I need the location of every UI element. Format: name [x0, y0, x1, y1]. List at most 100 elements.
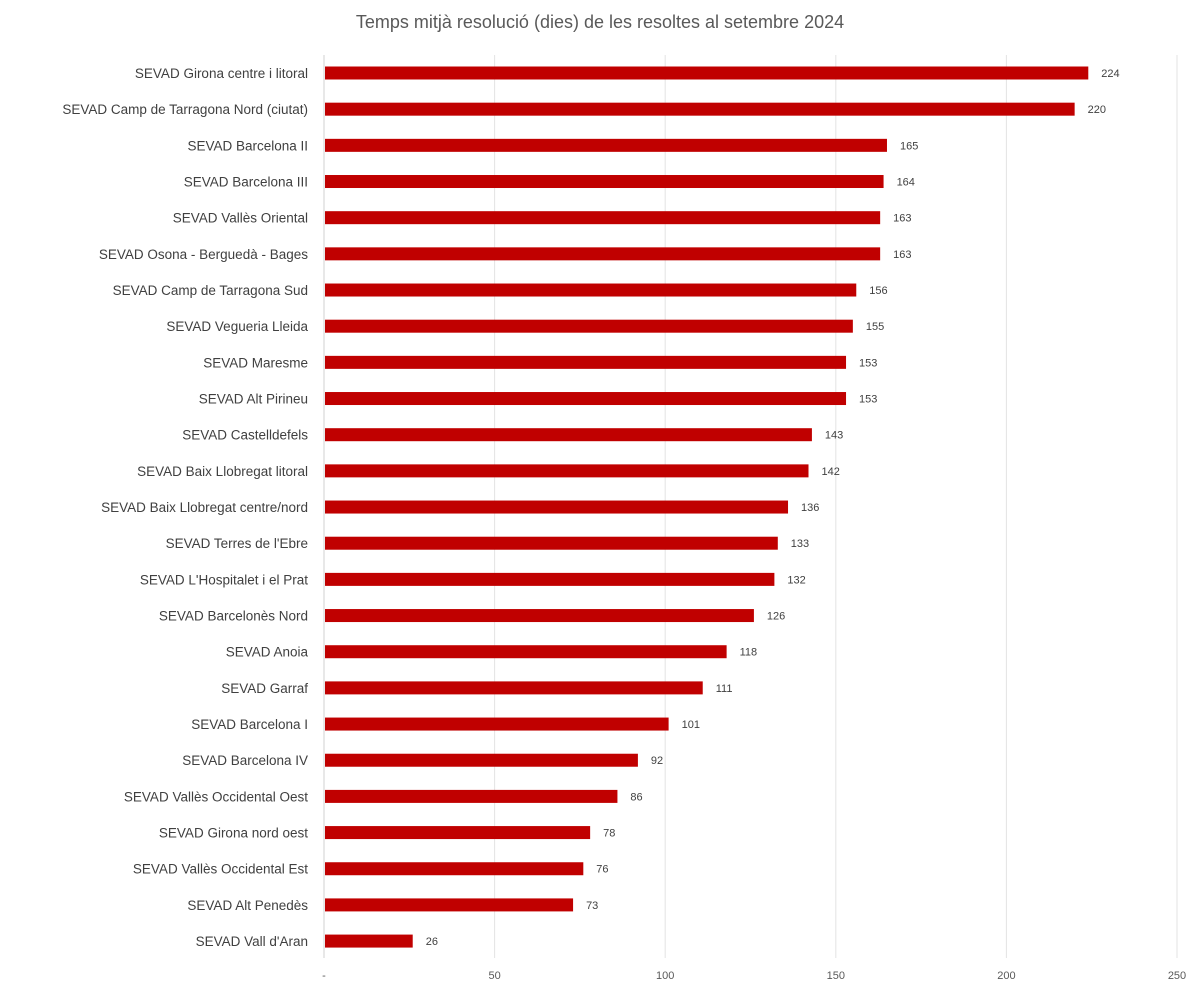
bar — [325, 572, 775, 586]
category-label: SEVAD Girona centre i litoral — [135, 66, 308, 81]
bar — [325, 102, 1075, 116]
category-label: SEVAD Alt Penedès — [187, 898, 308, 913]
category-label: SEVAD Vegueria Lleida — [166, 319, 308, 334]
category-label: SEVAD Barcelona III — [184, 175, 308, 190]
bar-row: SEVAD Alt Pirineu 153 — [199, 392, 878, 407]
x-tick-label: - — [322, 970, 326, 982]
value-label: 101 — [682, 719, 700, 731]
category-label: SEVAD Baix Llobregat litoral — [137, 464, 308, 479]
value-label: 163 — [893, 249, 911, 261]
bar-row: SEVAD L'Hospitalet i el Prat 132 — [140, 572, 806, 587]
bar-row: SEVAD Barcelona III 164 — [184, 175, 915, 190]
category-label: SEVAD Castelldefels — [182, 428, 308, 443]
bar — [325, 934, 413, 948]
bar-row: SEVAD Vallès Occidental Est 76 — [133, 862, 609, 877]
category-label: SEVAD Vallès Occidental Oest — [124, 789, 308, 804]
category-label: SEVAD Vallès Oriental — [173, 211, 308, 226]
bar-row: SEVAD Baix Llobregat centre/nord 136 — [101, 500, 819, 515]
value-label: 153 — [859, 394, 877, 406]
bar — [325, 862, 584, 876]
bar-row: SEVAD Barcelona II 165 — [187, 138, 918, 153]
bar — [325, 175, 884, 189]
bar — [325, 66, 1089, 80]
value-label: 126 — [767, 611, 785, 623]
bar-row: SEVAD Girona nord oest 78 — [159, 826, 615, 841]
bar-row: SEVAD Vallès Oriental 163 — [173, 211, 912, 226]
bar — [325, 211, 881, 225]
bar-row: SEVAD Camp de Tarragona Sud 156 — [113, 283, 888, 298]
value-label: 133 — [791, 538, 809, 550]
value-label: 86 — [630, 791, 642, 803]
bar-row: SEVAD Vallès Occidental Oest 86 — [124, 789, 643, 804]
chart-title: Temps mitjà resolució (dies) de les reso… — [356, 12, 844, 32]
value-label: 164 — [897, 177, 915, 189]
bar-row: SEVAD Castelldefels 143 — [182, 428, 843, 443]
x-tick-label: 100 — [656, 970, 674, 982]
bar-row: SEVAD Anoia 118 — [226, 645, 757, 660]
category-label: SEVAD Maresme — [203, 355, 308, 370]
bar — [325, 898, 574, 912]
category-label: SEVAD Camp de Tarragona Sud — [113, 283, 308, 298]
bar — [325, 500, 789, 514]
x-tick-label: 200 — [997, 970, 1015, 982]
bar-row: SEVAD Osona - Berguedà - Bages 163 — [99, 247, 912, 262]
bar-row: SEVAD Alt Penedès 73 — [187, 898, 598, 913]
value-label: 26 — [426, 936, 438, 948]
bar-row: SEVAD Maresme 153 — [203, 355, 877, 370]
value-label: 78 — [603, 828, 615, 840]
value-label: 73 — [586, 900, 598, 912]
category-label: SEVAD Barcelonès Nord — [159, 609, 308, 624]
bar-row: SEVAD Vall d'Aran 26 — [196, 934, 438, 949]
category-label: SEVAD L'Hospitalet i el Prat — [140, 572, 308, 587]
category-label: SEVAD Anoia — [226, 645, 309, 660]
bar — [325, 138, 887, 152]
category-label: SEVAD Girona nord oest — [159, 826, 308, 841]
x-tick-label: 150 — [827, 970, 845, 982]
x-tick-label: 250 — [1168, 970, 1186, 982]
bar — [325, 826, 591, 840]
category-label: SEVAD Alt Pirineu — [199, 392, 308, 407]
bar — [325, 536, 778, 550]
value-label: 153 — [859, 357, 877, 369]
category-label: SEVAD Camp de Tarragona Nord (ciutat) — [62, 102, 308, 117]
bar-row: SEVAD Terres de l'Ebre 133 — [166, 536, 810, 551]
value-label: 92 — [651, 755, 663, 767]
bar — [325, 392, 847, 406]
bar — [325, 717, 669, 731]
value-label: 118 — [740, 647, 758, 659]
category-label: SEVAD Vall d'Aran — [196, 934, 308, 949]
value-label: 156 — [869, 285, 887, 297]
value-label: 76 — [596, 864, 608, 876]
bar-row: SEVAD Barcelona IV 92 — [182, 753, 663, 768]
bar — [325, 681, 703, 695]
bar-row: SEVAD Camp de Tarragona Nord (ciutat) 220 — [62, 102, 1106, 117]
category-label: SEVAD Osona - Berguedà - Bages — [99, 247, 308, 262]
bar — [325, 319, 853, 333]
value-label: 136 — [801, 502, 819, 514]
bar-row: SEVAD Vegueria Lleida 155 — [166, 319, 884, 334]
category-label: SEVAD Baix Llobregat centre/nord — [101, 500, 308, 515]
category-label: SEVAD Barcelona II — [187, 138, 308, 153]
x-tick-label: 50 — [488, 970, 500, 982]
category-label: SEVAD Barcelona I — [191, 717, 308, 732]
bar — [325, 789, 618, 803]
value-label: 132 — [787, 574, 805, 586]
bar — [325, 609, 754, 623]
bar-row: SEVAD Barcelonès Nord 126 — [159, 609, 785, 624]
bar-row: SEVAD Garraf 111 — [221, 681, 732, 696]
category-label: SEVAD Vallès Occidental Est — [133, 862, 308, 877]
bar — [325, 428, 812, 442]
bar — [325, 355, 847, 369]
category-label: SEVAD Barcelona IV — [182, 753, 308, 768]
value-label: 111 — [716, 683, 733, 695]
value-label: 155 — [866, 321, 884, 333]
bars: SEVAD Girona centre i litoral 224 SEVAD Ca… — [62, 66, 1119, 949]
bar — [325, 247, 881, 261]
category-label: SEVAD Garraf — [221, 681, 308, 696]
value-label: 142 — [822, 466, 840, 478]
value-label: 224 — [1101, 68, 1119, 80]
bar — [325, 753, 638, 767]
bar — [325, 645, 727, 659]
x-axis-ticks: - 50 100 150 200 250 — [322, 970, 1186, 982]
